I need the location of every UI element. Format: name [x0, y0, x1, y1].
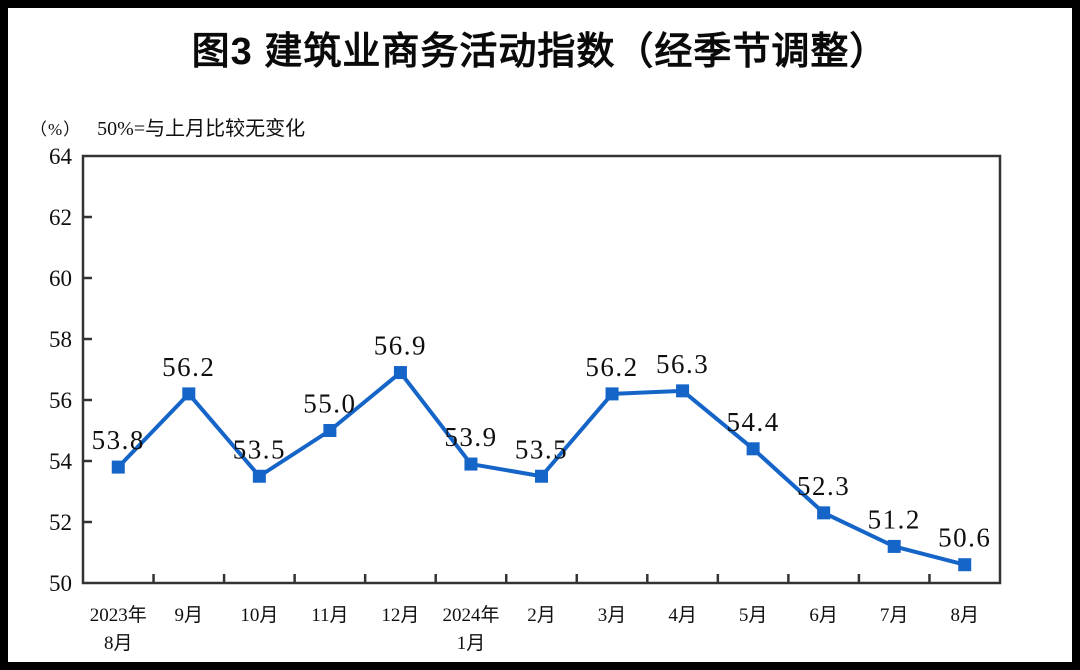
- svg-text:50: 50: [49, 571, 72, 596]
- line-chart: 50 52 54 56 58 60 62 64 2023年 8月 9月 10月 11月 12月 2024年 1…: [49, 144, 1002, 654]
- svg-text:50.6: 50.6: [938, 523, 991, 553]
- svg-text:2023年: 2023年: [90, 604, 147, 626]
- svg-text:2024年: 2024年: [442, 604, 499, 626]
- svg-text:64: 64: [49, 144, 73, 169]
- svg-text:8月: 8月: [104, 633, 133, 654]
- svg-text:56: 56: [49, 388, 72, 413]
- svg-text:53.8: 53.8: [92, 425, 145, 455]
- svg-text:7月: 7月: [880, 605, 909, 626]
- svg-text:56.2: 56.2: [585, 352, 638, 382]
- reference-note: 50%=与上月比较无变化: [97, 118, 306, 140]
- svg-text:10月: 10月: [240, 605, 278, 626]
- svg-text:3月: 3月: [598, 605, 627, 626]
- svg-text:56.2: 56.2: [162, 352, 215, 382]
- svg-text:54.4: 54.4: [726, 407, 779, 437]
- chart-title: 图3 建筑业商务活动指数（经季节调整）: [191, 31, 889, 73]
- y-axis-unit-label: （%）: [30, 120, 82, 139]
- svg-text:2月: 2月: [527, 605, 556, 626]
- svg-text:53.9: 53.9: [444, 422, 497, 452]
- svg-text:5月: 5月: [739, 605, 768, 626]
- svg-text:9月: 9月: [175, 605, 204, 626]
- svg-text:12月: 12月: [381, 605, 419, 626]
- svg-text:11月: 11月: [311, 605, 348, 626]
- chart-page: 图3 建筑业商务活动指数（经季节调整） （%） 50%=与上月比较无变化 50 5…: [8, 8, 1072, 662]
- svg-text:6月: 6月: [809, 605, 838, 626]
- svg-text:53.5: 53.5: [233, 434, 286, 464]
- svg-text:52.3: 52.3: [797, 471, 850, 501]
- svg-text:1月: 1月: [457, 633, 486, 654]
- svg-text:56.3: 56.3: [656, 349, 709, 379]
- svg-text:58: 58: [49, 327, 72, 352]
- svg-text:51.2: 51.2: [868, 504, 921, 534]
- svg-text:56.9: 56.9: [374, 331, 427, 361]
- svg-text:4月: 4月: [668, 605, 697, 626]
- svg-text:54: 54: [49, 449, 73, 474]
- svg-text:52: 52: [49, 510, 72, 535]
- svg-text:62: 62: [49, 205, 72, 230]
- svg-text:8月: 8月: [950, 605, 979, 626]
- chart-subtitle-row: （%） 50%=与上月比较无变化: [30, 112, 305, 141]
- svg-text:53.5: 53.5: [515, 434, 568, 464]
- svg-text:55.0: 55.0: [303, 389, 356, 419]
- svg-text:60: 60: [49, 266, 72, 291]
